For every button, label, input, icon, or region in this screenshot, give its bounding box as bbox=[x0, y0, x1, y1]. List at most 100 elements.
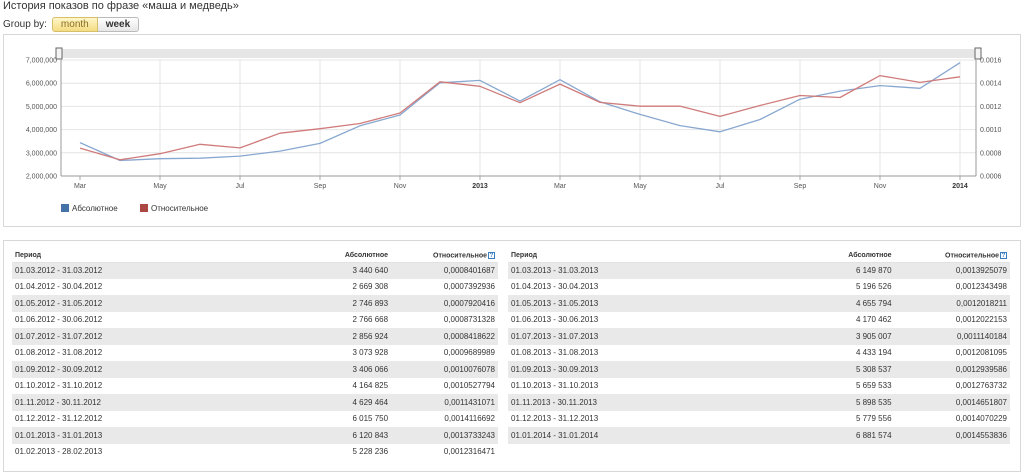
absolute-cell: 6 149 870 bbox=[784, 262, 895, 279]
period-cell: 01.07.2013 - 31.07.2013 bbox=[508, 328, 785, 345]
table-row: 01.09.2012 - 30.09.2012 3 406 066 0,001007… bbox=[12, 361, 498, 378]
period-cell: 01.06.2013 - 30.06.2013 bbox=[511, 315, 599, 325]
table-row: 01.09.2013 - 30.09.2013 5 308 537 0,001293… bbox=[508, 361, 1010, 378]
absolute-cell: 6 120 843 bbox=[284, 427, 392, 444]
legend-relative-swatch bbox=[140, 204, 148, 212]
period-cell: 01.01.2013 - 31.01.2013 bbox=[12, 427, 285, 444]
x-tick-label: Sep bbox=[794, 183, 807, 190]
help-icon[interactable]: ? bbox=[488, 252, 495, 260]
x-tick-label: Jul bbox=[236, 183, 245, 190]
table-row: 01.05.2013 - 31.05.2013 4 655 794 0,001201… bbox=[508, 295, 1010, 312]
legend-relative-label: Относительное bbox=[151, 204, 209, 213]
period-column-header: Период bbox=[508, 250, 785, 263]
legend-absolute-swatch bbox=[61, 204, 69, 212]
navigator-left-handle bbox=[55, 47, 63, 60]
y-left-tick-label: 5,000,000 bbox=[26, 104, 57, 111]
relative-cell: 0,0011140184 bbox=[894, 328, 1010, 345]
x-tick-label: Nov bbox=[394, 183, 407, 190]
x-tick-label: 2014 bbox=[952, 183, 968, 190]
period-cell: 01.05.2013 - 31.05.2013 bbox=[508, 295, 785, 312]
relative-cell: 0,0012763732 bbox=[955, 381, 1007, 391]
help-icon[interactable]: ? bbox=[1000, 252, 1007, 260]
relative-cell: 0,0010076078 bbox=[391, 361, 498, 378]
relative-cell: 0,0014553836 bbox=[894, 427, 1010, 444]
relative-column-label: Относительное bbox=[945, 252, 999, 260]
relative-cell: 0,0012343498 bbox=[955, 282, 1007, 292]
relative-cell: 0,0012022153 bbox=[955, 315, 1007, 325]
relative-cell: 0,0012081095 bbox=[955, 348, 1007, 358]
absolute-column-header: Абсолютное bbox=[284, 250, 392, 263]
relative-cell: 0,0014070229 bbox=[955, 414, 1007, 424]
stats-table-panel: Период Абсолютное Относительное? 01.03.2… bbox=[3, 240, 1021, 472]
table-header-row: Период Абсолютное Относительное? bbox=[12, 250, 498, 263]
stats-table-right: Период Абсолютное Относительное? 01.03.2… bbox=[508, 250, 1010, 444]
group-by-month-button[interactable]: month bbox=[51, 17, 98, 32]
period-cell: 01.02.2013 - 28.02.2013 bbox=[15, 447, 103, 457]
period-cell: 01.10.2013 - 31.10.2013 bbox=[511, 381, 599, 391]
x-tick-label: May bbox=[153, 183, 167, 190]
relative-cell: 0,0014116692 bbox=[444, 414, 495, 424]
relative-cell: 0,0012316471 bbox=[443, 447, 495, 457]
relative-cell: 0,0007920416 bbox=[391, 295, 498, 312]
period-cell: 01.09.2012 - 30.09.2012 bbox=[12, 361, 285, 378]
table-row: 01.12.2012 - 31.12.2012 6 015 750 0,001411… bbox=[12, 411, 498, 428]
y-right-tick-label: 0.0006 bbox=[980, 174, 1002, 181]
absolute-cell: 2 766 668 bbox=[352, 315, 389, 325]
y-left-tick-label: 3,000,000 bbox=[26, 150, 57, 157]
history-chart: 7,000,000 0.0016 6,000,000 0.0014 5,000,000 0… bbox=[26, 47, 1002, 213]
absolute-cell: 5 659 533 bbox=[855, 381, 892, 391]
table-row: 01.08.2012 - 31.08.2012 3 073 928 0,000968… bbox=[12, 345, 498, 362]
period-cell: 01.05.2012 - 31.05.2012 bbox=[12, 295, 285, 312]
table-row: 01.04.2013 - 30.04.2013 5 196 526 0,001234… bbox=[508, 279, 1010, 296]
relative-column-header: Относительное? bbox=[894, 250, 1010, 263]
absolute-cell: 5 898 535 bbox=[784, 394, 895, 411]
group-by-control: Group by: month week bbox=[3, 17, 140, 32]
period-cell: 01.03.2013 - 31.03.2013 bbox=[508, 262, 785, 279]
period-cell: 01.10.2012 - 31.10.2012 bbox=[15, 381, 103, 391]
table-row: 01.07.2012 - 31.07.2012 2 856 924 0,000841… bbox=[12, 328, 498, 345]
table-row: 01.07.2013 - 31.07.2013 3 905 007 0,001114… bbox=[508, 328, 1010, 345]
table-row: 01.05.2012 - 31.05.2012 2 746 893 0,000792… bbox=[12, 295, 498, 312]
x-tick-label: Mar bbox=[74, 183, 87, 190]
period-cell: 01.12.2013 - 31.12.2013 bbox=[511, 414, 599, 424]
relative-cell: 0,0012939586 bbox=[894, 361, 1010, 378]
absolute-cell: 4 164 825 bbox=[352, 381, 389, 391]
group-by-label: Group by: bbox=[3, 19, 47, 30]
relative-cell: 0,0013733243 bbox=[391, 427, 498, 444]
absolute-cell: 3 406 066 bbox=[284, 361, 392, 378]
absolute-column-header: Абсолютное bbox=[784, 250, 895, 263]
legend-absolute-label: Абсолютное bbox=[72, 204, 118, 213]
period-cell: 01.03.2012 - 31.03.2012 bbox=[12, 262, 285, 279]
period-column-header: Период bbox=[12, 250, 285, 263]
relative-column-label: Относительное bbox=[433, 252, 487, 260]
relative-cell: 0,0008418622 bbox=[391, 328, 498, 345]
relative-cell: 0,0014651807 bbox=[894, 394, 1010, 411]
chart-panel: 7,000,000 0.0016 6,000,000 0.0014 5,000,000 0… bbox=[3, 34, 1021, 227]
absolute-cell: 5 228 236 bbox=[352, 447, 389, 457]
period-cell: 01.06.2012 - 30.06.2012 bbox=[15, 315, 103, 325]
relative-cell: 0,0007392936 bbox=[443, 282, 495, 292]
period-cell: 01.11.2013 - 30.11.2013 bbox=[508, 394, 785, 411]
absolute-cell: 3 905 007 bbox=[784, 328, 895, 345]
navigator-band bbox=[61, 49, 976, 58]
x-tick-label: Sep bbox=[314, 183, 327, 190]
x-tick-label: May bbox=[633, 183, 647, 190]
x-tick-label: 2013 bbox=[472, 183, 488, 190]
absolute-cell: 5 779 556 bbox=[855, 414, 892, 424]
period-cell: 01.08.2012 - 31.08.2012 bbox=[15, 348, 103, 358]
page-title: История показов по фразе «маша и медведь… bbox=[3, 0, 239, 12]
table-row: 01.08.2013 - 31.08.2013 4 433 194 0,001208… bbox=[508, 345, 1010, 362]
period-cell: 01.04.2012 - 30.04.2012 bbox=[15, 282, 103, 292]
relative-cell: 0,0011431071 bbox=[391, 394, 498, 411]
table-header-row: Период Абсолютное Относительное? bbox=[508, 250, 1010, 263]
group-by-week-button[interactable]: week bbox=[97, 17, 140, 32]
table-row: 01.01.2014 - 31.01.2014 6 881 574 0,001455… bbox=[508, 427, 1010, 444]
absolute-cell: 2 856 924 bbox=[284, 328, 392, 345]
relative-cell: 0,0009689989 bbox=[443, 348, 495, 358]
table-row: 01.03.2012 - 31.03.2012 3 440 640 0,000840… bbox=[12, 262, 498, 279]
relative-series-line bbox=[79, 74, 961, 161]
table-row: 01.03.2013 - 31.03.2013 6 149 870 0,001392… bbox=[508, 262, 1010, 279]
y-left-tick-label: 2,000,000 bbox=[26, 174, 57, 181]
absolute-cell: 3 440 640 bbox=[284, 262, 392, 279]
relative-cell: 0,0008731328 bbox=[443, 315, 495, 325]
